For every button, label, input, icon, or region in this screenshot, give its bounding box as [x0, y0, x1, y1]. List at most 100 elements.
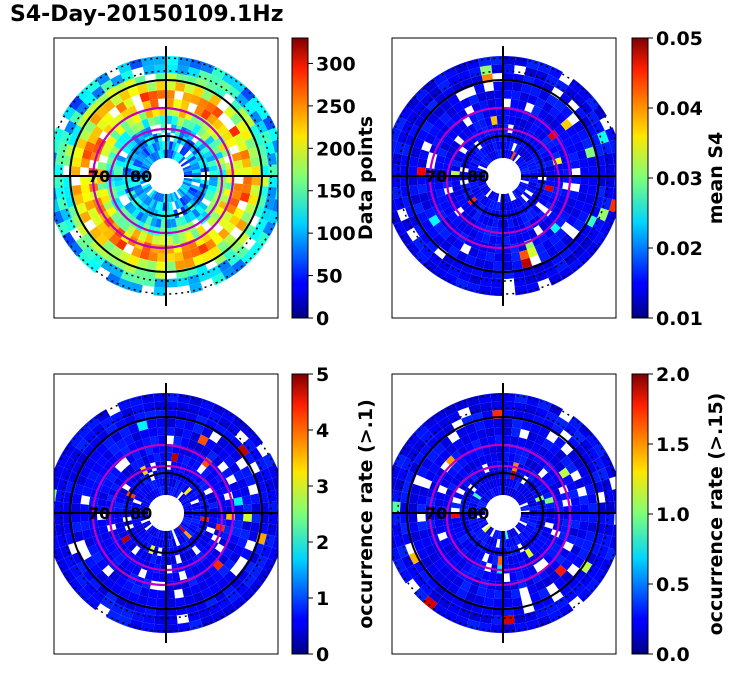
- heatmap-cell: [503, 115, 510, 125]
- heatmap-cell: [392, 536, 397, 550]
- heatmap-cell: [573, 568, 587, 582]
- colorbar-tick-label: 0: [316, 308, 329, 330]
- heatmap-cell: [62, 568, 76, 584]
- heatmap-cell: [266, 152, 277, 166]
- heatmap-cell: [256, 231, 270, 247]
- heatmap-cell: [467, 460, 477, 471]
- heatmap-cell: [54, 476, 60, 490]
- heatmap-cell: [456, 220, 468, 232]
- heatmap-cell: [503, 427, 512, 436]
- heatmap-cell: [204, 238, 217, 251]
- heatmap-cell: [234, 167, 244, 176]
- heatmap-cell: [139, 170, 149, 175]
- heatmap-cell: [485, 491, 493, 500]
- heatmap-cell: [115, 575, 128, 588]
- colorbar-tick-label: 0.03: [656, 168, 703, 190]
- heatmap-cell: [82, 107, 96, 121]
- heatmap-cell: [476, 249, 487, 261]
- heatmap-cell: [435, 154, 446, 164]
- heatmap-cell: [587, 521, 597, 533]
- heatmap-cell: [182, 428, 193, 440]
- heatmap-cell: [144, 186, 153, 194]
- heatmap-cell: [84, 556, 97, 569]
- heatmap-cell: [251, 176, 261, 186]
- heatmap-cell: [413, 115, 427, 129]
- heatmap-cell: [87, 544, 99, 556]
- heatmap-cell: [405, 471, 417, 484]
- heatmap-cell: [488, 235, 497, 245]
- heatmap-cell: [544, 265, 559, 278]
- heatmap-cell: [416, 128, 429, 142]
- heatmap-cell: [209, 176, 218, 182]
- heatmap-cell: [54, 199, 60, 213]
- heatmap-cell: [155, 555, 162, 565]
- heatmap-cell: [528, 178, 538, 184]
- heatmap-cell: [518, 499, 528, 506]
- heatmap-cell: [508, 538, 514, 548]
- heatmap-cell: [468, 610, 482, 623]
- heatmap-cell: [120, 534, 131, 544]
- heatmap-cell: [491, 401, 503, 411]
- heatmap-cell: [503, 435, 512, 445]
- heatmap-cell: [609, 139, 616, 153]
- heatmap-cell: [140, 516, 149, 522]
- heatmap-cell: [573, 536, 585, 548]
- heatmap-cell: [460, 580, 472, 592]
- heatmap-cell: [479, 402, 493, 413]
- heatmap-cell: [472, 492, 482, 500]
- heatmap-cell: [520, 507, 530, 512]
- heatmap-cell: [148, 251, 158, 262]
- ring-label: 70: [425, 504, 447, 523]
- heatmap-cell: [118, 530, 129, 539]
- polar-hole: [485, 158, 521, 194]
- heatmap-cell: [152, 488, 159, 498]
- heatmap-cell: [597, 467, 610, 482]
- heatmap-cell: [100, 79, 115, 93]
- heatmap-cell: [206, 124, 218, 136]
- heatmap-cell: [178, 233, 188, 244]
- heatmap-cell: [476, 193, 486, 203]
- heatmap-cell: [592, 457, 605, 472]
- heatmap-cell: [149, 435, 159, 446]
- heatmap-cell: [251, 513, 261, 523]
- heatmap-cell: [490, 623, 503, 633]
- heatmap-cell: [460, 538, 471, 548]
- heatmap-cell: [144, 495, 153, 503]
- heatmap-cell: [432, 442, 446, 456]
- heatmap-cell: [272, 476, 278, 490]
- heatmap-cell: [515, 493, 523, 501]
- heatmap-cell: [412, 236, 427, 251]
- heatmap-cell: [420, 430, 435, 445]
- heatmap-cell: [506, 150, 512, 159]
- heatmap-cell: [520, 504, 529, 510]
- heatmap-cell: [554, 564, 567, 577]
- heatmap-cell: [209, 513, 218, 519]
- heatmap-cell: [182, 502, 192, 508]
- heatmap-cell: [586, 564, 600, 579]
- heatmap-cell: [503, 590, 512, 599]
- heatmap-cell: [392, 523, 393, 525]
- heatmap-cell: [192, 423, 205, 435]
- colorbar-tick-label: 1.5: [656, 434, 690, 456]
- heatmap-cell: [268, 164, 278, 176]
- heatmap-cell: [468, 168, 478, 174]
- heatmap-cell: [187, 526, 197, 534]
- heatmap-cell: [419, 568, 433, 582]
- heatmap-cell: [457, 534, 468, 544]
- heatmap-cell: [468, 583, 480, 595]
- heatmap-cell: [216, 239, 230, 253]
- heatmap-cell: [130, 218, 140, 229]
- heatmap-cell: [483, 188, 491, 196]
- heatmap-cell: [76, 587, 92, 603]
- heatmap-cell: [485, 481, 493, 491]
- heatmap-cell: [520, 486, 530, 496]
- heatmap-cell: [513, 535, 521, 545]
- heatmap-cell: [266, 186, 277, 200]
- ring-label: 70: [88, 167, 110, 186]
- heatmap-cell: [495, 444, 503, 453]
- heatmap-cell: [123, 201, 134, 211]
- heatmap-cell: [477, 504, 486, 510]
- heatmap-cell: [250, 521, 260, 533]
- heatmap-cell: [182, 91, 193, 103]
- heatmap-cell: [240, 86, 256, 102]
